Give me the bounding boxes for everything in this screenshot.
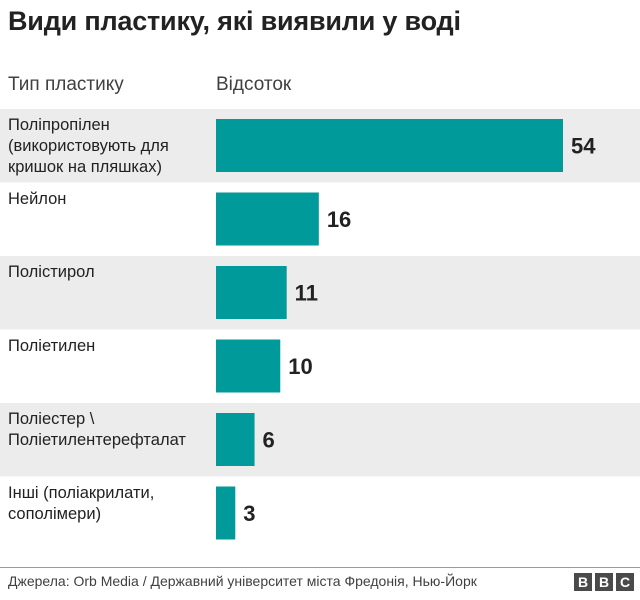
bar	[216, 486, 236, 540]
bbc-logo: B B C	[574, 573, 634, 591]
category-label: Полістирол	[8, 262, 213, 283]
data-label: 11	[295, 281, 318, 306]
category-label-line: Поліетилентерефталат	[8, 431, 186, 449]
category-label-line: сополімери)	[8, 504, 102, 523]
category-label-line: Поліетилен	[8, 336, 96, 355]
data-label: 16	[327, 207, 351, 232]
category-label-line: (використовують для	[8, 137, 169, 155]
row-stripe	[0, 256, 640, 330]
category-label: Поліестер \ Поліетилентерефталат	[8, 409, 213, 451]
logo-letter: C	[616, 573, 634, 591]
row-stripe	[0, 403, 640, 477]
category-label-line: Інші (поліакрилати,	[8, 483, 155, 502]
bar	[216, 413, 255, 466]
data-label: 6	[263, 428, 275, 453]
bar	[216, 339, 281, 393]
logo-letter: B	[574, 573, 592, 591]
bar	[216, 119, 563, 172]
category-label-line: кришок на пляшках)	[8, 158, 162, 176]
data-label: 10	[288, 354, 312, 379]
category-label: Поліпропілен (використовують для кришок на…	[8, 115, 213, 178]
category-label: Поліетилен	[8, 336, 213, 357]
category-column-header: Тип пластику	[8, 74, 124, 95]
category-label-line: Поліестер \	[8, 410, 95, 428]
bar-chart: 54 16 11 10 6 3	[0, 109, 640, 540]
source-note: Джерела: Orb Media / Державний університ…	[8, 573, 477, 589]
bar	[216, 266, 287, 319]
category-label-line: Поліпропілен	[8, 116, 110, 134]
category-label-line: Полістирол	[8, 263, 95, 281]
bar	[216, 192, 319, 246]
value-column-header: Відсоток	[216, 74, 292, 95]
logo-letter: B	[595, 573, 613, 591]
footer-divider	[0, 567, 640, 568]
data-label: 3	[243, 501, 255, 526]
chart-title: Види пластику, які виявили у воді	[8, 6, 461, 36]
category-label-line: Нейлон	[8, 189, 67, 208]
data-label: 54	[571, 134, 596, 159]
category-label: Інші (поліакрилати, сополімери)	[8, 483, 213, 525]
category-label: Нейлон	[8, 189, 213, 210]
